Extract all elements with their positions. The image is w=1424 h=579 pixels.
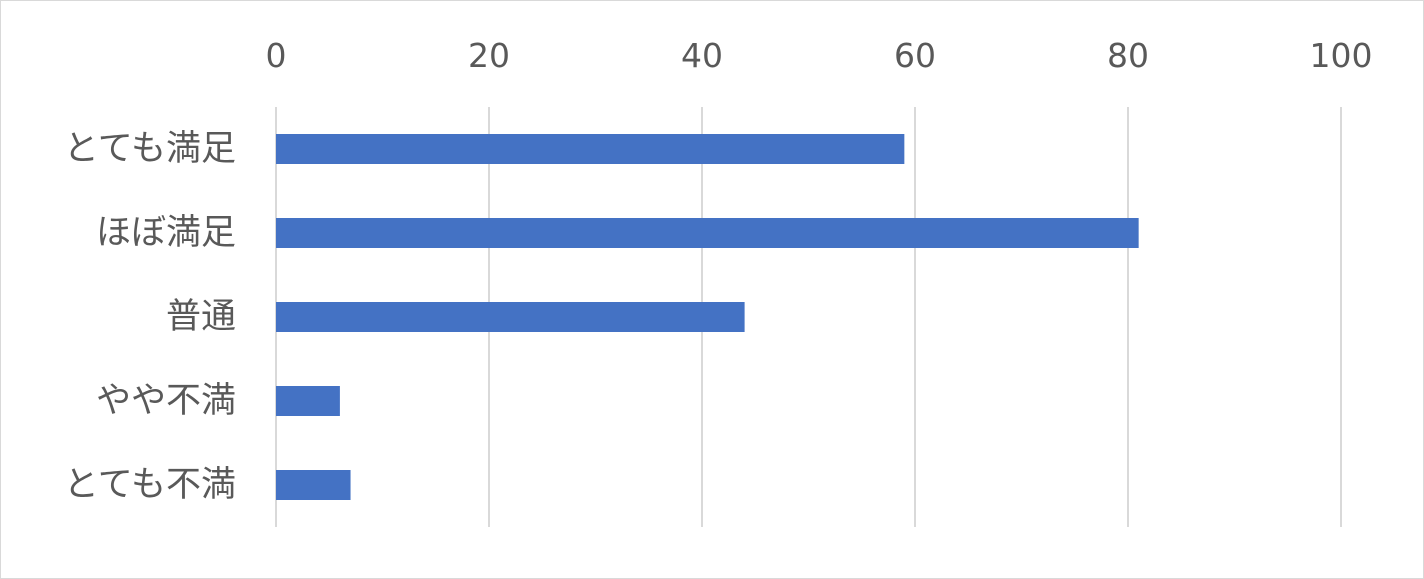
bar: [276, 134, 905, 164]
category-label: とても不満: [64, 465, 236, 505]
x-tick-label: 0: [266, 36, 287, 75]
x-tick-label: 80: [1107, 36, 1149, 75]
category-label: ほぼ満足: [96, 213, 236, 253]
x-tick-label: 40: [681, 36, 723, 75]
x-tick-label: 60: [894, 36, 936, 75]
bar: [276, 386, 340, 416]
x-tick-label: 20: [468, 36, 510, 75]
category-label: やや不満: [96, 381, 236, 421]
bar: [276, 470, 351, 500]
category-label: とても満足: [64, 129, 236, 169]
category-label: 普通: [166, 297, 236, 337]
bar: [276, 302, 745, 332]
x-tick-label: 100: [1310, 36, 1373, 75]
x-tick-labels: 0 20 40 60 80 100: [266, 36, 1373, 75]
bar: [276, 218, 1139, 248]
bars: [276, 134, 1139, 500]
